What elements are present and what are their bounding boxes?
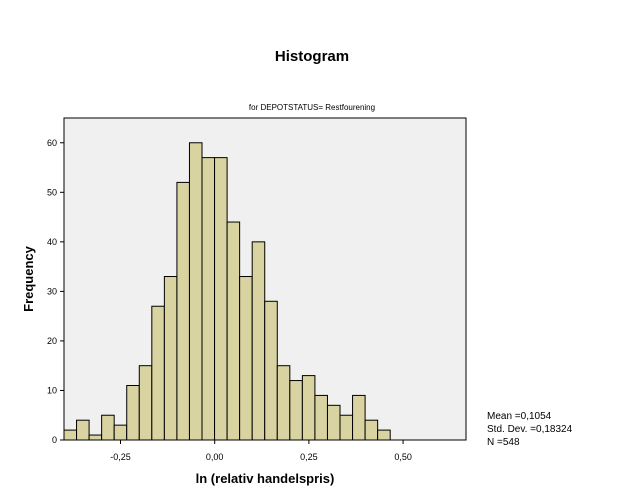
x-tick-label: 0,25 xyxy=(300,452,318,462)
x-axis-title: ln (relativ handelspris) xyxy=(196,471,335,486)
histogram-bar xyxy=(364,419,379,441)
histogram-bar xyxy=(226,221,241,441)
histogram-bar xyxy=(239,276,253,441)
histogram-bar xyxy=(301,375,316,441)
stat-std-dev: Std. Dev. =0,18324 xyxy=(487,424,573,435)
histogram-bar xyxy=(101,414,115,441)
x-tick-label: 0,00 xyxy=(206,452,224,462)
x-tick-label: -0,25 xyxy=(110,452,131,462)
y-tick-label: 50 xyxy=(47,187,57,197)
y-tick-label: 30 xyxy=(47,286,57,296)
histogram-bar xyxy=(276,365,291,441)
bars-group xyxy=(63,142,391,441)
y-tick-label: 0 xyxy=(52,435,57,445)
y-tick-label: 60 xyxy=(47,138,57,148)
histogram-bar xyxy=(339,414,354,441)
stat-n: N =548 xyxy=(487,437,520,448)
stat-mean: Mean =0,1054 xyxy=(487,411,552,422)
histogram-bar xyxy=(88,434,103,441)
histogram-bar xyxy=(326,404,341,441)
chart-subtitle: for DEPOTSTATUS= Restfourening xyxy=(249,103,375,112)
y-tick-label: 10 xyxy=(47,385,57,395)
histogram-bar xyxy=(113,424,128,441)
histogram-bar xyxy=(377,429,391,441)
histogram-bar xyxy=(188,142,203,441)
chart-title: Histogram xyxy=(275,48,349,65)
histogram-bar xyxy=(264,300,278,441)
histogram-bar xyxy=(63,429,78,441)
histogram-bar xyxy=(251,241,266,441)
x-axis: -0,25 0,00 0,25 0,50 xyxy=(110,440,412,462)
histogram-bar xyxy=(314,394,328,441)
y-tick-label: 20 xyxy=(47,336,57,346)
y-axis: 0 10 20 30 40 50 60 xyxy=(47,138,64,445)
histogram-bar xyxy=(176,181,190,441)
histogram-bar xyxy=(138,365,153,441)
histogram-bar xyxy=(214,157,228,441)
histogram-bar xyxy=(163,276,178,441)
x-tick-label: 0,50 xyxy=(394,452,412,462)
histogram-bar xyxy=(289,380,303,441)
histogram-bar xyxy=(151,305,165,441)
histogram-bar xyxy=(76,419,90,441)
histogram-bar xyxy=(352,394,366,441)
y-axis-title: Frequency xyxy=(21,245,36,312)
histogram-bar xyxy=(126,385,140,441)
y-tick-label: 40 xyxy=(47,237,57,247)
histogram-bar xyxy=(201,157,216,441)
